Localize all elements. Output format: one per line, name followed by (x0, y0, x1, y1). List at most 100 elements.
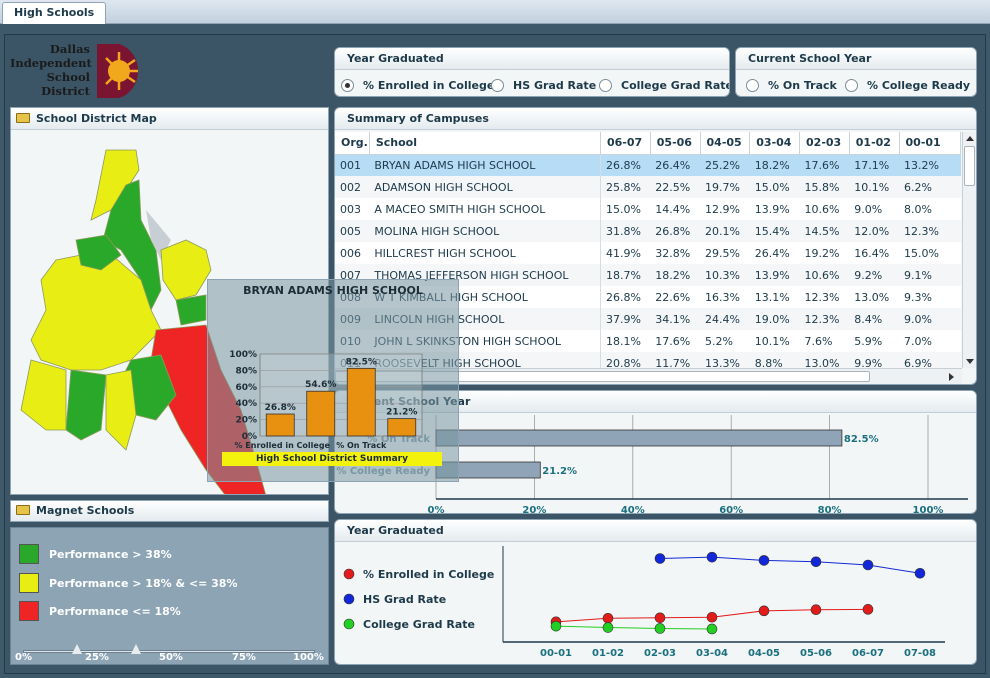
column-header[interactable]: 02-03 (799, 132, 850, 155)
radio-college-grad-rate[interactable]: College Grad Rate (599, 78, 730, 94)
series-line (659, 556, 921, 574)
current-school-year-title: Current School Year (736, 48, 976, 70)
table-row[interactable]: 006 HILLCREST HIGH SCHOOL 41.9% 32.8% 29.5% 2… (335, 242, 961, 264)
data-point (654, 612, 666, 624)
vertical-scrollbar[interactable] (962, 132, 976, 368)
line-chart-title: Year Graduated (335, 520, 976, 542)
radio-selected-icon (341, 79, 354, 92)
table-cell: 15.0% (606, 202, 641, 216)
y-tick-label: 40% (235, 399, 257, 409)
table-row[interactable]: 005 MOLINA HIGH SCHOOL 31.8% 26.8% 20.1% 15.4… (335, 220, 961, 242)
table-row[interactable]: 001 BRYAN ADAMS HIGH SCHOOL 26.8% 26.4% 25.2… (335, 154, 961, 176)
school-name-cell: HILLCREST HIGH SCHOOL (369, 242, 602, 264)
data-point (758, 555, 770, 566)
table-cell: 9.1% (904, 268, 932, 282)
table-cell: 20.8% (606, 356, 641, 369)
popup-bar (346, 367, 376, 437)
legend-label: % Enrolled in College (363, 568, 494, 581)
table-cell: 12.0% (854, 224, 890, 238)
scroll-up-arrow-icon[interactable] (966, 136, 974, 141)
y-tick-label: 20% (235, 416, 257, 426)
radio-on-track[interactable]: % On Track (746, 78, 837, 94)
legend-label: HS Grad Rate (363, 593, 446, 606)
slider-handle-high[interactable] (131, 644, 141, 654)
legend-swatch-green (19, 544, 39, 564)
data-point (758, 605, 770, 617)
data-point (810, 556, 822, 568)
table-row[interactable]: 007 THOMAS JEFFERSON HIGH SCHOOL 18.7% 18.2… (335, 264, 961, 286)
legend-swatch-red (19, 601, 39, 621)
scroll-thumb[interactable] (964, 146, 975, 186)
table-cell: 14.5% (804, 224, 840, 238)
district-map[interactable] (11, 130, 328, 495)
y-tick-label: 60% (235, 383, 257, 393)
district-logo: Dallas Independent School District (10, 40, 148, 102)
table-cell: 10.1% (854, 180, 890, 194)
y-tick-label: 80% (235, 366, 257, 376)
table-cell: 13.2% (904, 158, 939, 172)
table-cell: 24.4% (705, 312, 740, 326)
magnet-schools-bar[interactable]: Magnet Schools (10, 500, 329, 522)
tab-high-schools[interactable]: High Schools (2, 2, 107, 24)
table-cell: 15.8% (804, 180, 840, 194)
y-tick-label: 100% (229, 350, 257, 360)
column-header[interactable]: School (369, 132, 602, 155)
table-cell: 10.6% (804, 268, 840, 282)
table-cell: 006 (340, 246, 361, 260)
table-cell: 5.9% (854, 334, 883, 348)
table-cell: 002 (340, 180, 361, 194)
column-header[interactable]: 05-06 (650, 132, 701, 155)
scroll-right-arrow-icon[interactable] (949, 373, 954, 381)
slider-track[interactable] (23, 650, 315, 653)
table-cell: 17.1% (854, 158, 890, 172)
radio-college-ready[interactable]: % College Ready (845, 78, 970, 94)
radio-label: % On Track (768, 79, 837, 92)
table-cell: 12.3% (904, 224, 939, 238)
map-panel-title: School District Map (36, 112, 157, 125)
table-cell: 7.0% (904, 334, 932, 348)
radio-icon (491, 79, 504, 92)
table-cell: 13.9% (754, 268, 790, 282)
table-row[interactable]: 008W T KIMBALL HIGH SCHOOL26.8%22.6%16.3… (335, 286, 961, 308)
table-cell: 25.8% (606, 180, 641, 194)
slider-handle-low[interactable] (72, 644, 82, 654)
legend-label-high: Performance > 38% (49, 548, 172, 561)
radio-label: College Grad Rate (621, 79, 730, 92)
column-header[interactable]: 00-01 (899, 132, 961, 155)
radio-label: % Enrolled in College (363, 79, 495, 92)
table-cell: 9.0% (854, 202, 883, 216)
campus-popup: BRYAN ADAMS HIGH SCHOOL 0% 20% 40% 60% 80% 10… (207, 279, 459, 482)
x-tick-label: 60% (719, 505, 743, 513)
table-cell: 9.9% (854, 356, 883, 369)
popup-bar-value: 21.2% (386, 408, 417, 418)
slider-label-0: 0% (15, 652, 32, 663)
table-cell: 41.9% (606, 246, 641, 260)
x-tick-label: 0% (428, 505, 445, 513)
table-cell: 25.2% (705, 158, 740, 172)
popup-bar (306, 390, 336, 437)
popup-bar-chart: 0% 20% 40% 60% 80% 100% 26.8% % Enrolled in Col… (229, 350, 423, 450)
x-tick-label: 00-01 (540, 648, 572, 659)
horizontal-scrollbar[interactable] (335, 368, 962, 384)
data-point (706, 551, 718, 563)
popup-category-label: % On Track (336, 441, 387, 450)
radio-hs-grad-rate[interactable]: HS Grad Rate (491, 78, 596, 94)
radio-icon (845, 79, 858, 92)
legend-marker (343, 568, 355, 580)
scroll-down-arrow-icon[interactable] (966, 359, 974, 364)
table-cell: 13.1% (754, 290, 790, 304)
x-tick-label: 04-05 (748, 648, 780, 659)
table-row[interactable]: 002 ADAMSON HIGH SCHOOL 25.8% 22.5% 19.7% 15.… (335, 176, 961, 198)
table-cell: 18.2% (655, 268, 691, 282)
radio-enrolled-in-college[interactable]: % Enrolled in College (341, 78, 494, 94)
table-row[interactable]: 003 A MACEO SMITH HIGH SCHOOL 15.0% 14.4% 12… (335, 198, 961, 220)
table-cell: 9.3% (904, 290, 932, 304)
table-cell: 10.6% (804, 202, 840, 216)
data-point (654, 623, 666, 634)
column-header[interactable]: Org. (335, 132, 370, 155)
column-header[interactable]: 06-07 (600, 132, 651, 155)
column-header[interactable]: 04-05 (700, 132, 751, 155)
column-header[interactable]: 03-04 (749, 132, 801, 155)
x-tick-label: 06-07 (852, 648, 884, 659)
column-header[interactable]: 01-02 (849, 132, 900, 155)
